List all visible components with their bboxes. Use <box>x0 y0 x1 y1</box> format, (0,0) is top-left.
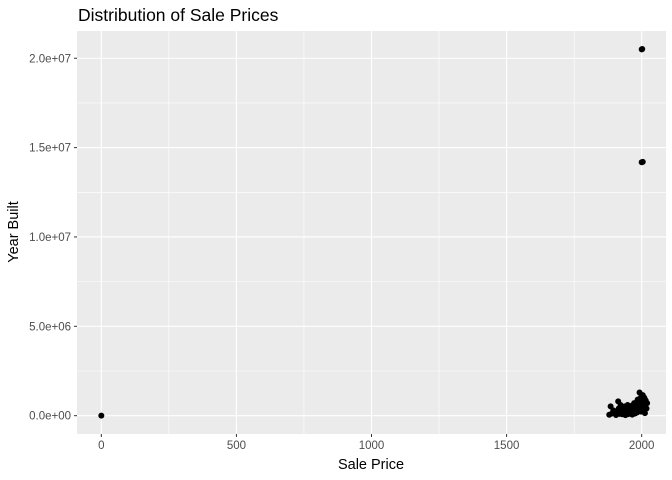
y-tick-label: 1.0e+07 <box>29 232 71 244</box>
x-axis-title: Sale Price <box>338 457 404 473</box>
y-axis-ticks: 0.0e+00 5.0e+06 1.0e+07 1.5e+07 2.0e+07 <box>29 53 77 423</box>
y-tick-label: 0.0e+00 <box>29 411 71 423</box>
data-point <box>641 410 648 417</box>
y-tick-label: 1.5e+07 <box>29 143 71 155</box>
data-point <box>644 400 651 407</box>
chart-title: Distribution of Sale Prices <box>78 5 279 25</box>
data-point <box>98 412 105 419</box>
grid-major <box>77 31 666 434</box>
y-tick-label: 5.0e+06 <box>29 321 71 333</box>
data-point <box>638 159 645 166</box>
data-point <box>639 45 646 52</box>
x-tick-label: 2000 <box>629 440 655 452</box>
x-tick-label: 1000 <box>359 440 385 452</box>
data-point <box>643 405 650 412</box>
x-tick-label: 0 <box>98 440 104 452</box>
x-axis-ticks: 0 500 1000 1500 2000 <box>98 434 654 452</box>
y-tick-label: 2.0e+07 <box>29 53 71 65</box>
x-tick-label: 1500 <box>494 440 520 452</box>
x-tick-label: 500 <box>227 440 246 452</box>
y-axis-title: Year Built <box>6 201 22 263</box>
data-points <box>98 45 651 419</box>
